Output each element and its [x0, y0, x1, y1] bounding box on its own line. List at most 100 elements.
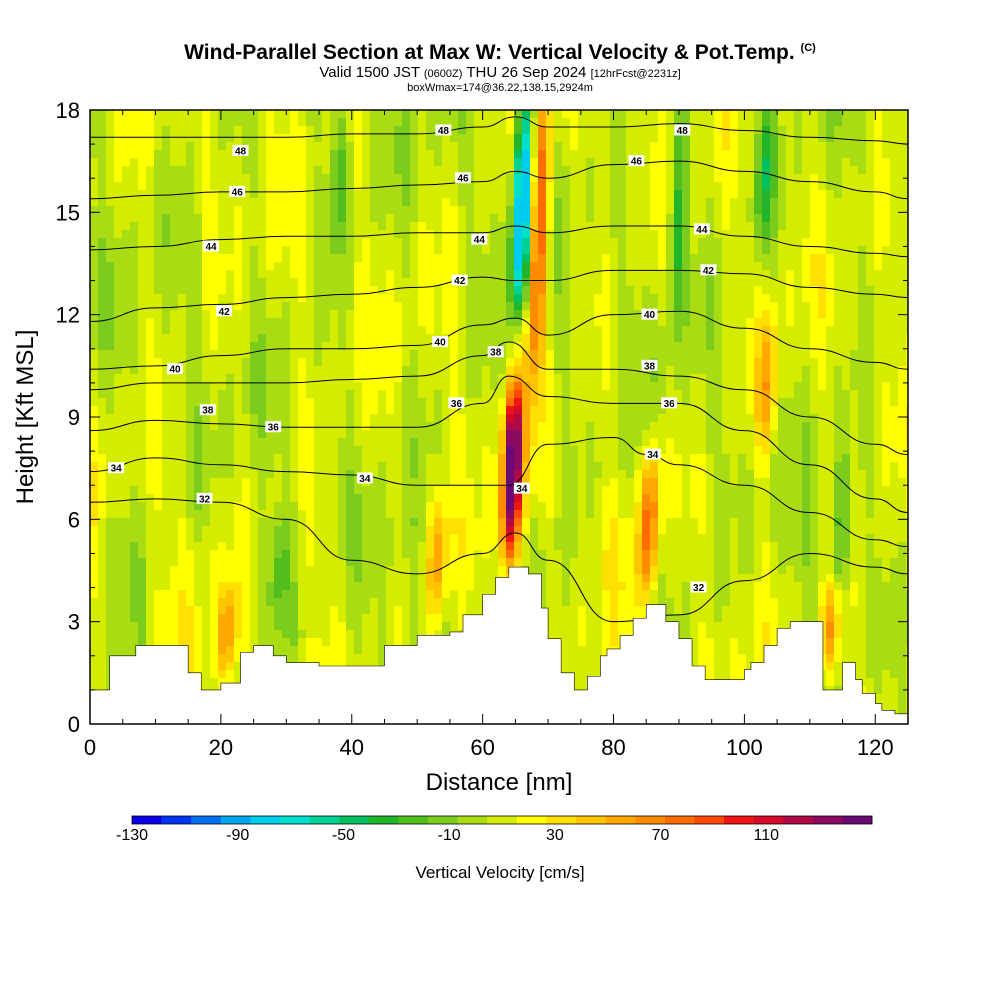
heatmap-cell [666, 382, 675, 391]
heatmap-cell [762, 470, 771, 479]
heatmap-cell [298, 198, 307, 207]
heatmap-cell [202, 190, 211, 199]
heatmap-cell [154, 238, 163, 247]
heatmap-cell [290, 238, 299, 247]
heatmap-cell [562, 438, 571, 447]
heatmap-cell [514, 110, 523, 119]
heatmap-cell [522, 446, 531, 455]
heatmap-cell [482, 374, 491, 383]
heatmap-cell [850, 318, 859, 327]
heatmap-cell [418, 158, 427, 167]
heatmap-cell [882, 238, 891, 247]
heatmap-cell [826, 326, 835, 335]
heatmap-cell [170, 350, 179, 359]
heatmap-cell [274, 366, 283, 375]
heatmap-cell [898, 278, 907, 287]
heatmap-cell [730, 462, 739, 471]
heatmap-cell [106, 334, 115, 343]
heatmap-cell [738, 278, 747, 287]
heatmap-cell [90, 294, 99, 303]
heatmap-cell [466, 198, 475, 207]
heatmap-cell [882, 446, 891, 455]
heatmap-cell [130, 126, 139, 135]
heatmap-cell [666, 406, 675, 415]
heatmap-cell [450, 262, 459, 271]
heatmap-cell [642, 118, 651, 127]
heatmap-cell [290, 190, 299, 199]
heatmap-cell [674, 438, 683, 447]
heatmap-cell [586, 334, 595, 343]
heatmap-cell [370, 198, 379, 207]
heatmap-cell [810, 470, 819, 479]
heatmap-cell [578, 318, 587, 327]
heatmap-cell [194, 382, 203, 391]
heatmap-cell [834, 478, 843, 487]
heatmap-cell [626, 126, 635, 135]
heatmap-cell [290, 398, 299, 407]
heatmap-cell [786, 142, 795, 151]
heatmap-cell [154, 190, 163, 199]
heatmap-cell [546, 286, 555, 295]
heatmap-cell [618, 134, 627, 143]
heatmap-cell [698, 238, 707, 247]
heatmap-cell [434, 294, 443, 303]
heatmap-cell [170, 270, 179, 279]
heatmap-cell [746, 454, 755, 463]
heatmap-cell [530, 478, 539, 487]
heatmap-cell [266, 342, 275, 351]
heatmap-cell [162, 366, 171, 375]
heatmap-cell [154, 166, 163, 175]
heatmap-cell [714, 246, 723, 255]
heatmap-cell [842, 166, 851, 175]
heatmap-cell [498, 430, 507, 439]
heatmap-cell [346, 446, 355, 455]
heatmap-cell [402, 326, 411, 335]
heatmap-cell [514, 142, 523, 151]
heatmap-cell [658, 350, 667, 359]
heatmap-cell [170, 286, 179, 295]
heatmap-cell [722, 374, 731, 383]
heatmap-cell [122, 342, 131, 351]
heatmap-cell [346, 310, 355, 319]
heatmap-cell [554, 158, 563, 167]
heatmap-cell [546, 414, 555, 423]
heatmap-cell [554, 174, 563, 183]
heatmap-cell [898, 230, 907, 239]
heatmap-cell [362, 150, 371, 159]
heatmap-cell [890, 286, 899, 295]
heatmap-cell [298, 358, 307, 367]
heatmap-cell [882, 262, 891, 271]
heatmap-cell [234, 134, 243, 143]
heatmap-cell [314, 302, 323, 311]
heatmap-cell [106, 310, 115, 319]
heatmap-cell [890, 110, 899, 119]
heatmap-cell [882, 110, 891, 119]
heatmap-cell [202, 486, 211, 495]
heatmap-cell [162, 166, 171, 175]
heatmap-cell [882, 246, 891, 255]
heatmap-cell [722, 158, 731, 167]
heatmap-cell [410, 286, 419, 295]
heatmap-cell [730, 302, 739, 311]
heatmap-cell [746, 206, 755, 215]
heatmap-cell [146, 406, 155, 415]
heatmap-cell [858, 262, 867, 271]
heatmap-cell [370, 342, 379, 351]
heatmap-cell [842, 110, 851, 119]
heatmap-cell [602, 150, 611, 159]
heatmap-cell [546, 294, 555, 303]
heatmap-cell [706, 278, 715, 287]
heatmap-cell [690, 406, 699, 415]
heatmap-cell [162, 110, 171, 119]
heatmap-cell [650, 430, 659, 439]
heatmap-cell [378, 206, 387, 215]
heatmap-cell [850, 382, 859, 391]
heatmap-cell [882, 230, 891, 239]
heatmap-cell [410, 230, 419, 239]
heatmap-cell [314, 358, 323, 367]
heatmap-cell [786, 454, 795, 463]
heatmap-cell [682, 286, 691, 295]
heatmap-cell [186, 462, 195, 471]
heatmap-cell [890, 150, 899, 159]
heatmap-cell [906, 414, 908, 423]
